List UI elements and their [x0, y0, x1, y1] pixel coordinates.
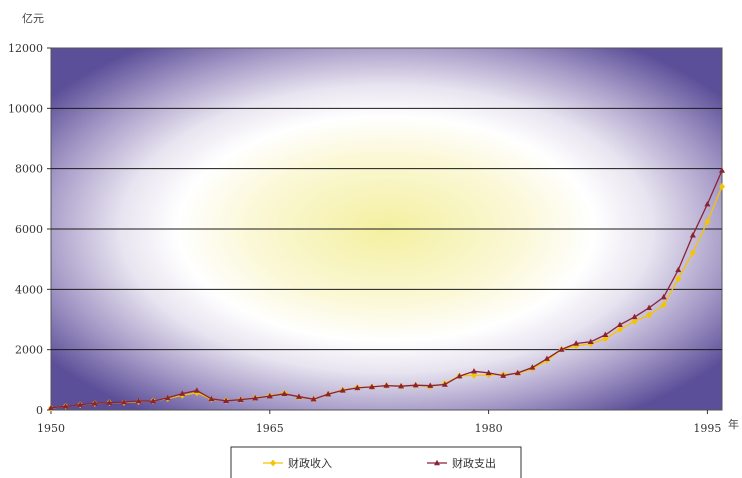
data-point [500, 372, 507, 378]
data-point [529, 364, 536, 370]
data-point [689, 232, 696, 238]
data-point [398, 382, 405, 389]
data-point [270, 459, 276, 467]
y-tick-label: 6000 [15, 223, 43, 236]
data-point [689, 249, 696, 256]
data-point [631, 318, 638, 325]
data-point [704, 200, 711, 207]
x-tick-label: 1965 [256, 422, 284, 435]
data-point [704, 218, 711, 226]
data-point [281, 390, 288, 397]
data-point [339, 387, 346, 393]
y-tick-label: 2000 [15, 344, 43, 357]
data-point [48, 404, 54, 411]
x-tick-label: 1995 [693, 422, 721, 435]
data-point [383, 382, 390, 388]
data-point [77, 401, 84, 407]
data-point [106, 399, 113, 405]
data-point [368, 383, 375, 390]
data-point [252, 394, 259, 401]
data-point [675, 275, 682, 283]
data-point [456, 372, 463, 379]
data-point [646, 304, 653, 311]
data-point [135, 397, 142, 404]
x-unit-label: 年 [728, 417, 739, 431]
data-point [587, 338, 594, 344]
data-point [602, 331, 609, 338]
series-layer [48, 167, 725, 412]
data-point [485, 369, 492, 376]
data-point [719, 167, 725, 173]
data-point [573, 340, 580, 346]
y-tick-label: 8000 [15, 163, 43, 176]
data-point [295, 393, 302, 399]
data-point [179, 390, 186, 396]
data-point [675, 266, 682, 273]
data-point [193, 387, 200, 393]
x-axis-ticks: 1950 1965 1980 1995 [37, 410, 721, 435]
y-tick-label: 0 [36, 404, 43, 417]
data-point [660, 301, 667, 309]
data-point [616, 326, 623, 334]
data-point [660, 293, 667, 300]
data-point [237, 396, 244, 402]
data-point [427, 382, 434, 388]
legend-label: 财政收入 [288, 456, 332, 470]
data-point [616, 321, 623, 328]
y-unit-label: 亿元 [22, 12, 44, 25]
y-tick-label: 4000 [15, 283, 43, 296]
y-tick-label: 10000 [8, 102, 43, 115]
x-tick-label: 1980 [475, 422, 503, 435]
data-point [471, 372, 478, 379]
data-point [150, 397, 157, 404]
data-point [631, 313, 638, 320]
legend-label: 财政支出 [452, 456, 496, 470]
data-point [120, 398, 127, 405]
data-point [223, 397, 230, 403]
data-point [412, 382, 419, 388]
data-point [514, 369, 521, 376]
data-point [310, 396, 317, 402]
gridlines [51, 107, 722, 351]
data-point [602, 335, 609, 343]
data-point [208, 395, 215, 402]
data-point [325, 390, 332, 397]
data-point [91, 400, 98, 406]
x-tick-label: 1950 [37, 422, 65, 435]
legend: 财政收入 财政支出 [230, 446, 522, 478]
data-point [354, 384, 361, 391]
data-point [471, 368, 478, 374]
data-point [164, 394, 171, 401]
data-point [62, 403, 69, 409]
data-point [266, 392, 273, 399]
y-axis-ticks: 0 2000 4000 6000 8000 10000 12000 [8, 42, 51, 417]
data-point [719, 183, 725, 190]
data-point [558, 346, 565, 352]
data-point [434, 459, 440, 466]
data-point [573, 342, 580, 350]
y-tick-label: 12000 [8, 42, 43, 55]
data-point [543, 355, 550, 361]
data-point [646, 311, 653, 319]
data-point [441, 381, 448, 387]
series-group [48, 167, 725, 411]
